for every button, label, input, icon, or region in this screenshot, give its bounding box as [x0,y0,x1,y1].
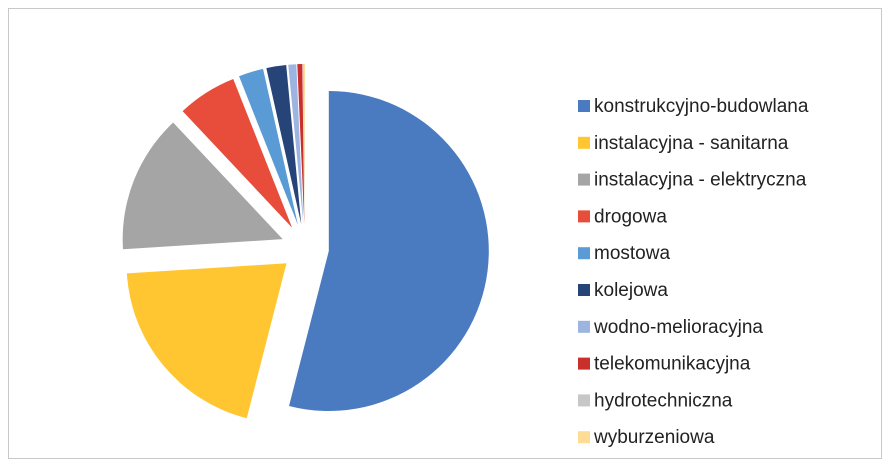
legend-swatch [578,357,590,370]
legend-label: drogowa [594,206,667,227]
legend-label: telekomunikacyjna [594,354,751,375]
legend-swatch [578,247,590,260]
legend-label: kolejowa [594,280,668,301]
legend-label: konstrukcyjno-budowlana [594,96,809,117]
legend-label: hydrotechniczna [594,390,733,411]
legend-swatch [578,210,590,223]
legend-swatch [578,284,590,296]
pie-slice [289,91,489,412]
legend-swatch [578,320,590,333]
legend-swatch [578,394,590,407]
legend-swatch [578,173,590,186]
legend-swatch [578,100,590,112]
legend-label: instalacyjna - sanitarna [594,133,789,154]
pie-slice [288,64,304,225]
pie-slice [182,78,293,228]
legend-label: instalacyjna - elektryczna [594,170,807,191]
legend-swatch [578,431,590,444]
pie-slice [239,68,298,226]
legend-label: wyburzeniowa [593,427,715,448]
legend-swatch [578,136,590,149]
legend-label: mostowa [594,243,670,264]
pie-slice [266,65,302,225]
pie-slice [126,263,287,419]
legend-label: wodno-melioracyjna [593,317,763,338]
pie-slice [122,122,283,250]
pie-slice [303,64,305,225]
pie-slice [297,64,305,225]
pie-slice [302,64,305,225]
